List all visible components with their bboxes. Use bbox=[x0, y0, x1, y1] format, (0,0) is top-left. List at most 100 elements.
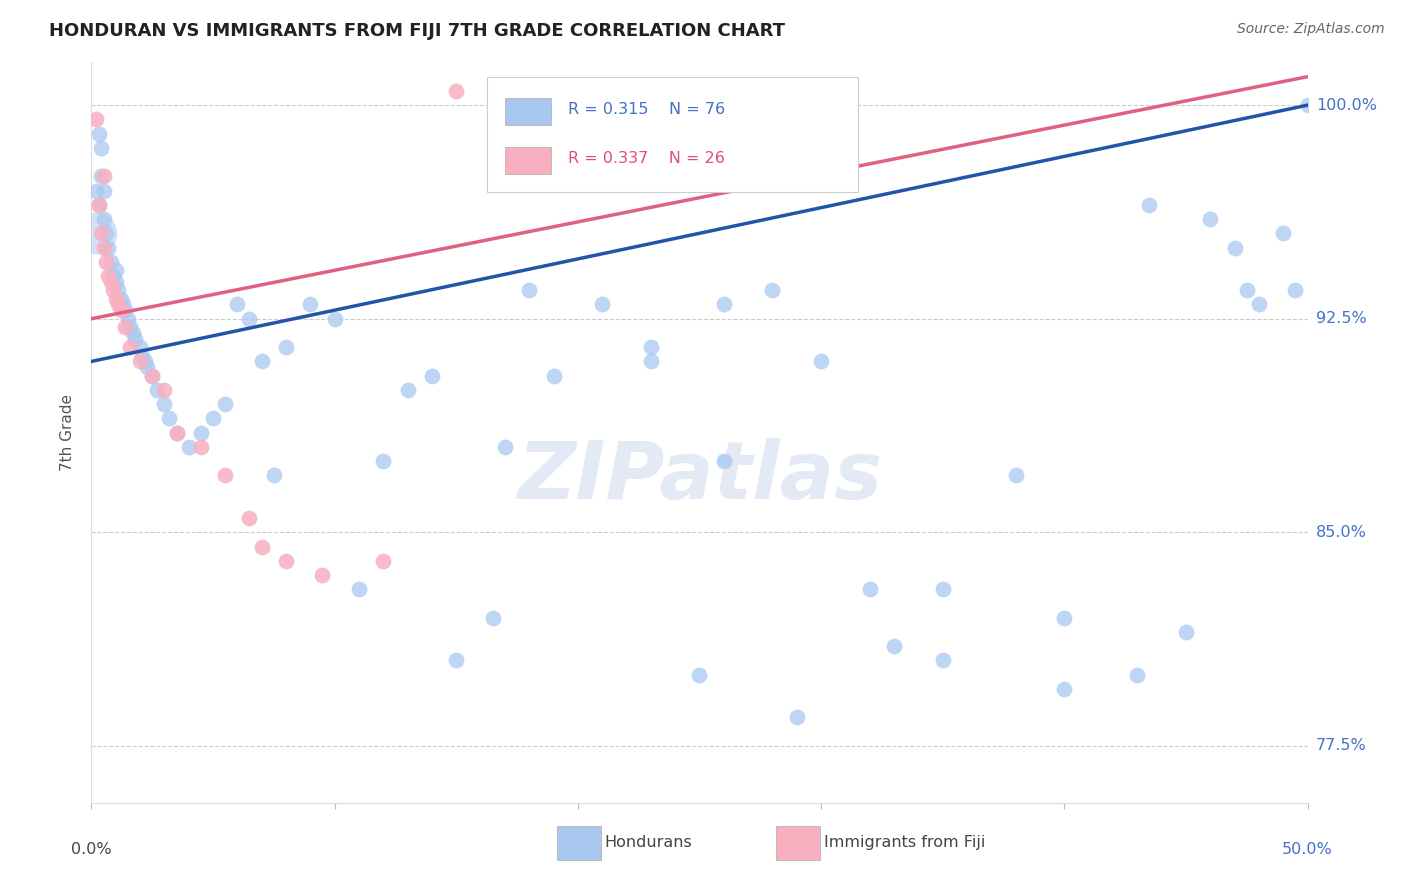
Text: Immigrants from Fiji: Immigrants from Fiji bbox=[824, 835, 986, 850]
Text: 0.0%: 0.0% bbox=[72, 842, 111, 856]
Point bbox=[121, 326, 143, 340]
Point bbox=[883, 639, 905, 653]
Text: 50.0%: 50.0% bbox=[1282, 842, 1333, 856]
Point bbox=[311, 568, 333, 582]
Point bbox=[481, 611, 503, 625]
Point bbox=[444, 653, 467, 667]
Point bbox=[90, 227, 112, 241]
Point bbox=[141, 368, 163, 383]
Point bbox=[104, 275, 127, 289]
Point bbox=[238, 511, 260, 525]
Point bbox=[104, 292, 127, 306]
Text: ZIPatlas: ZIPatlas bbox=[517, 438, 882, 516]
Point bbox=[110, 303, 132, 318]
Point bbox=[859, 582, 882, 597]
Text: HONDURAN VS IMMIGRANTS FROM FIJI 7TH GRADE CORRELATION CHART: HONDURAN VS IMMIGRANTS FROM FIJI 7TH GRA… bbox=[49, 22, 785, 40]
Point bbox=[1199, 212, 1222, 227]
Point bbox=[93, 240, 115, 254]
Point bbox=[1247, 297, 1270, 311]
Point bbox=[274, 340, 297, 354]
Point bbox=[786, 710, 808, 724]
Point bbox=[87, 127, 110, 141]
Point bbox=[129, 354, 152, 368]
Point bbox=[153, 383, 176, 397]
Point bbox=[299, 297, 322, 311]
Point bbox=[688, 667, 710, 681]
Point bbox=[87, 198, 110, 212]
FancyBboxPatch shape bbox=[486, 78, 858, 192]
Point bbox=[114, 303, 136, 318]
Point bbox=[931, 582, 953, 597]
Point bbox=[640, 340, 662, 354]
Point bbox=[111, 297, 134, 311]
Y-axis label: 7th Grade: 7th Grade bbox=[60, 394, 76, 471]
Point bbox=[166, 425, 188, 440]
Point bbox=[100, 254, 122, 268]
Point bbox=[141, 368, 163, 383]
Point bbox=[107, 297, 129, 311]
Point bbox=[190, 440, 212, 454]
Point bbox=[1004, 468, 1026, 483]
FancyBboxPatch shape bbox=[505, 147, 551, 174]
Point bbox=[153, 397, 176, 411]
Point bbox=[494, 440, 516, 454]
Point bbox=[129, 340, 152, 354]
Point bbox=[90, 141, 112, 155]
Point bbox=[444, 84, 467, 98]
Point bbox=[1236, 283, 1258, 297]
Point bbox=[543, 368, 565, 383]
Point bbox=[1284, 283, 1306, 297]
FancyBboxPatch shape bbox=[505, 98, 551, 125]
Point bbox=[120, 320, 142, 334]
Point bbox=[190, 425, 212, 440]
Point bbox=[84, 112, 107, 127]
Point bbox=[420, 368, 443, 383]
Point bbox=[517, 283, 540, 297]
Point bbox=[1296, 98, 1319, 112]
Point bbox=[100, 275, 122, 289]
Point bbox=[97, 268, 120, 283]
Point bbox=[373, 454, 395, 468]
Point bbox=[810, 354, 832, 368]
Point bbox=[146, 383, 169, 397]
Point bbox=[97, 240, 120, 254]
Point bbox=[1126, 667, 1149, 681]
Text: 92.5%: 92.5% bbox=[1316, 311, 1367, 326]
Point bbox=[84, 184, 107, 198]
Point bbox=[93, 169, 115, 184]
Point bbox=[713, 297, 735, 311]
Point bbox=[1053, 681, 1076, 696]
Point bbox=[94, 254, 117, 268]
Point bbox=[1223, 240, 1246, 254]
Point bbox=[931, 653, 953, 667]
Point bbox=[110, 292, 132, 306]
Text: R = 0.337    N = 26: R = 0.337 N = 26 bbox=[568, 151, 725, 166]
Point bbox=[713, 454, 735, 468]
Point bbox=[134, 354, 156, 368]
FancyBboxPatch shape bbox=[557, 826, 600, 860]
Point bbox=[136, 360, 159, 375]
Point bbox=[640, 354, 662, 368]
Point bbox=[103, 268, 125, 283]
Point bbox=[202, 411, 225, 425]
Text: Source: ZipAtlas.com: Source: ZipAtlas.com bbox=[1237, 22, 1385, 37]
Point bbox=[1053, 611, 1076, 625]
Point bbox=[90, 169, 112, 184]
Point bbox=[761, 283, 783, 297]
Point bbox=[104, 263, 127, 277]
Point bbox=[1272, 227, 1295, 241]
Point bbox=[238, 311, 260, 326]
Point bbox=[250, 354, 273, 368]
FancyBboxPatch shape bbox=[776, 826, 820, 860]
Point bbox=[214, 397, 236, 411]
Text: 77.5%: 77.5% bbox=[1316, 739, 1367, 754]
Text: Hondurans: Hondurans bbox=[605, 835, 692, 850]
Point bbox=[166, 425, 188, 440]
Point bbox=[263, 468, 285, 483]
Point bbox=[87, 198, 110, 212]
Text: R = 0.315    N = 76: R = 0.315 N = 76 bbox=[568, 102, 725, 117]
Point bbox=[120, 340, 142, 354]
Point bbox=[93, 184, 115, 198]
Point bbox=[93, 212, 115, 227]
Point bbox=[124, 332, 146, 346]
